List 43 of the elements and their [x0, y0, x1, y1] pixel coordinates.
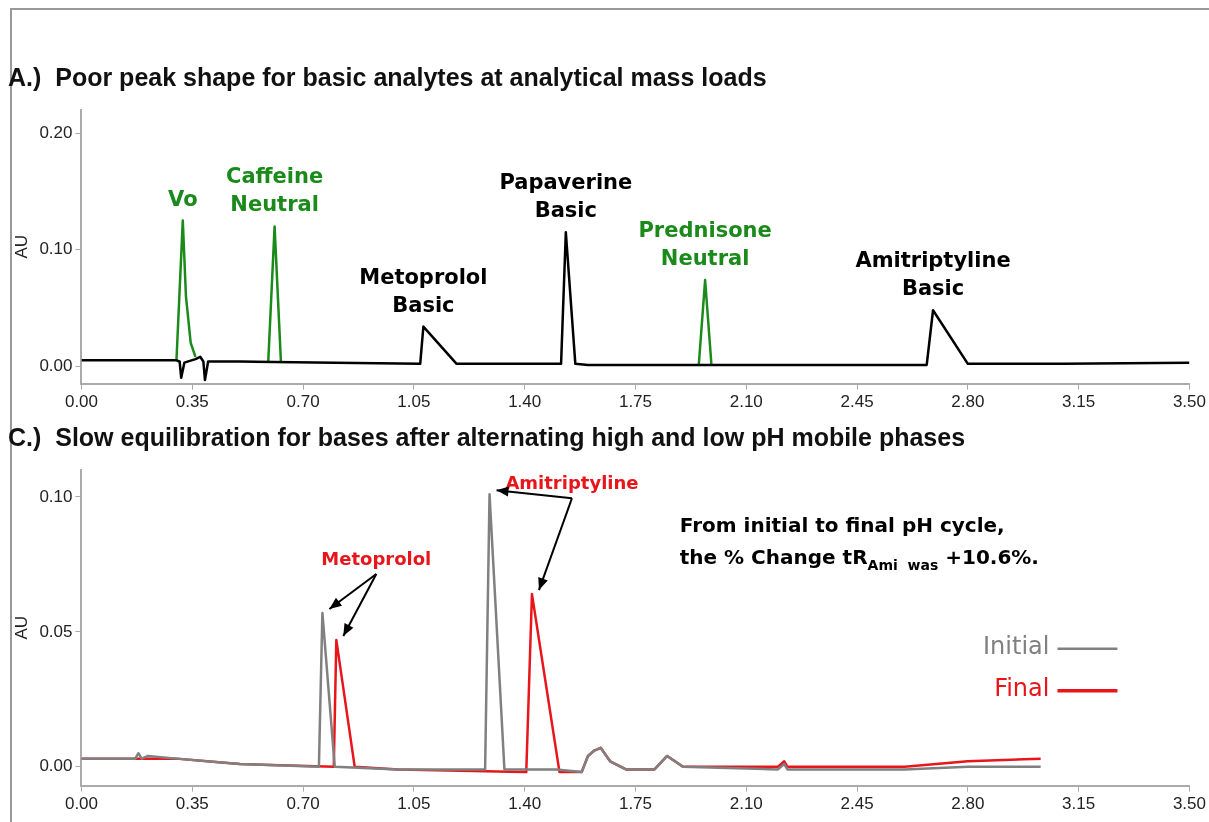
annotation: Prednisone Neutral	[638, 217, 772, 270]
x-tick-label: 1.40	[508, 392, 542, 412]
x-tick-label: 2.45	[840, 392, 874, 412]
legend-label: Final	[994, 674, 1050, 703]
x-tick-label: 2.10	[729, 392, 763, 412]
x-tick-label: 0.00	[64, 392, 99, 412]
x-tick-label: 1.05	[397, 392, 431, 412]
y-tick-label: 0.00	[39, 756, 73, 776]
x-tick-label: 0.35	[175, 392, 209, 412]
annotation: Metoprolol	[321, 547, 432, 569]
x-tick-label: 2.80	[951, 794, 985, 814]
x-tick-label: 1.40	[508, 794, 542, 814]
y-axis-title: AU	[11, 615, 31, 640]
x-tick-label: 0.70	[286, 392, 320, 412]
x-tick-label: 0.35	[175, 794, 209, 814]
x-tick-label: 3.15	[1062, 392, 1096, 412]
x-tick-label: 1.75	[618, 794, 653, 814]
y-tick-label: 0.00	[39, 355, 73, 375]
y-tick-label: 0.10	[39, 239, 73, 259]
y-axis-title: AU	[11, 234, 31, 259]
annotation: From initial to final pH cycle,	[679, 513, 1005, 537]
y-tick-label: 0.20	[39, 122, 73, 142]
x-tick-label: 1.05	[397, 794, 431, 814]
x-tick-label: 2.80	[951, 392, 985, 412]
y-tick-label: 0.05	[39, 621, 73, 641]
y-tick-label: 0.10	[39, 486, 73, 506]
x-tick-label: 1.75	[618, 392, 653, 412]
annotation: Papaverine Basic	[499, 170, 633, 223]
annotation: Vo	[168, 186, 198, 211]
chart-title: A.) Poor peak shape for basic analytes at analytical mass loads	[8, 62, 767, 91]
x-tick-label: 3.50	[1172, 794, 1206, 814]
annotation: Metoprolol Basic	[359, 264, 488, 317]
x-tick-label: 0.00	[64, 794, 99, 814]
x-tick-label: 2.10	[729, 794, 763, 814]
chart-title: C.) Slow equilibration for bases after alternating high and low pH mobile phases	[8, 422, 966, 451]
annotation: Amitriptyline Basic	[855, 248, 1011, 301]
x-tick-label: 3.50	[1172, 392, 1206, 412]
annotation: Caffeine Neutral	[225, 164, 324, 217]
x-tick-label: 0.70	[286, 794, 320, 814]
legend-label: Initial	[983, 632, 1050, 661]
annotation: Amitriptyline	[505, 471, 639, 493]
x-tick-label: 2.45	[840, 794, 874, 814]
x-tick-label: 3.15	[1062, 794, 1096, 814]
